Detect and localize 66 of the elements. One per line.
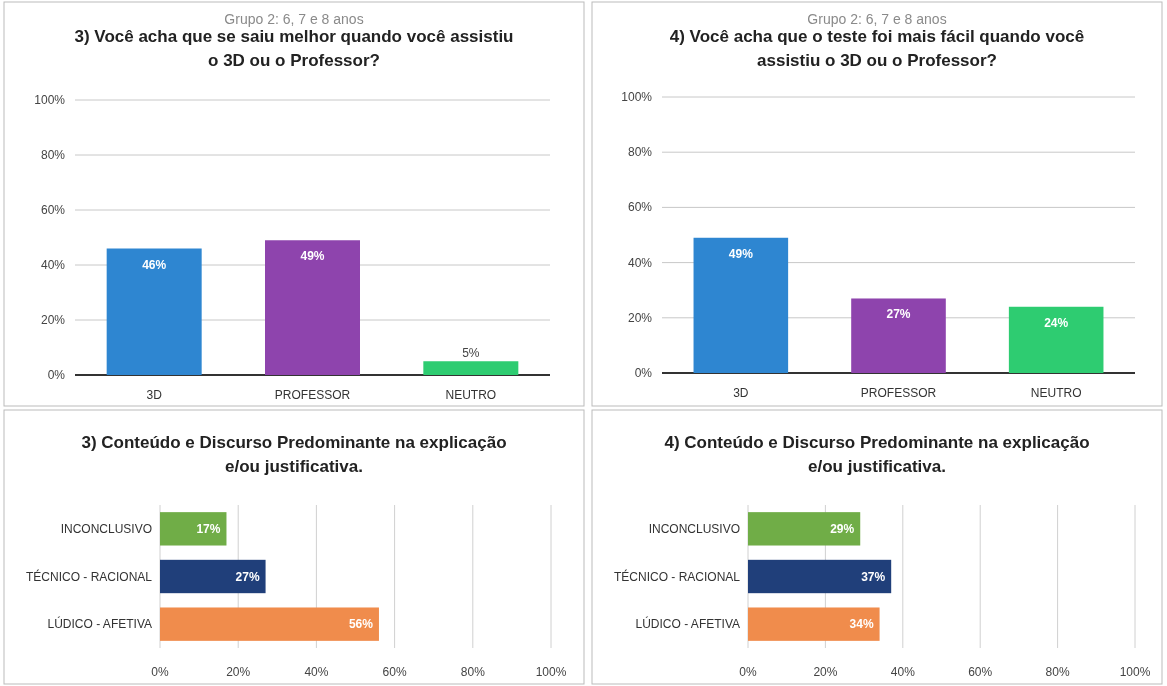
bar bbox=[851, 298, 946, 373]
x-tick-label: 3D bbox=[733, 386, 749, 400]
chart-title: 4) Você acha que o teste foi mais fácil quando você assistiu o 3D ou o Professor? bbox=[669, 27, 1085, 70]
data-label: 34% bbox=[849, 617, 874, 632]
bar bbox=[106, 248, 202, 375]
data-label: 46% bbox=[142, 257, 167, 272]
bar bbox=[265, 240, 360, 375]
x-tick-label: 40% bbox=[890, 665, 916, 679]
x-tick-label: NEUTRO bbox=[445, 388, 497, 402]
y-tick-label: INCONCLUSIVO bbox=[648, 521, 740, 536]
x-tick-label: 100% bbox=[1119, 665, 1151, 679]
bar bbox=[160, 559, 266, 594]
data-label: 49% bbox=[300, 249, 325, 264]
x-tick-label: 40% bbox=[304, 665, 329, 679]
data-label: 37% bbox=[861, 569, 886, 584]
bar bbox=[748, 559, 892, 594]
y-tick-label: 100% bbox=[621, 90, 653, 104]
y-tick-label: 20% bbox=[627, 310, 653, 325]
data-label: 27% bbox=[235, 569, 260, 584]
x-tick-label: 0% bbox=[151, 665, 169, 679]
x-tick-label: PROFESSOR bbox=[860, 386, 937, 400]
chart-title: 4) Conteúdo e Discurso Predominante na explicação e/ou justificativa. bbox=[664, 433, 1090, 476]
y-tick-label: 80% bbox=[627, 145, 653, 160]
data-label: 49% bbox=[728, 246, 754, 261]
x-tick-label: PROFESSOR bbox=[274, 388, 351, 402]
y-tick-label: 0% bbox=[47, 368, 66, 382]
bar bbox=[1008, 306, 1104, 373]
data-label: 24% bbox=[1044, 315, 1069, 330]
x-tick-label: 60% bbox=[968, 665, 993, 679]
chart-subtitle: Grupo 2: 6, 7 e 8 anos bbox=[224, 11, 364, 27]
y-tick-label: TÉCNICO - RACIONAL bbox=[613, 568, 741, 584]
y-tick-label: 40% bbox=[627, 255, 653, 270]
chart-title: 3) Conteúdo e Discurso Predominante na explicação e/ou justificativa. bbox=[81, 433, 507, 476]
y-tick-label: TÉCNICO - RACIONAL bbox=[25, 568, 153, 584]
data-label: 56% bbox=[348, 617, 374, 632]
data-label: 17% bbox=[196, 521, 221, 536]
y-tick-label: 20% bbox=[40, 313, 66, 327]
y-tick-label: 0% bbox=[634, 366, 653, 380]
data-label: 29% bbox=[830, 521, 855, 536]
bar bbox=[423, 361, 519, 375]
data-label: 5% bbox=[462, 346, 480, 361]
bar bbox=[748, 607, 880, 641]
x-tick-label: 20% bbox=[226, 665, 251, 679]
y-tick-label: LÚDICO - AFETIVA bbox=[47, 616, 152, 632]
x-tick-label: 3D bbox=[146, 388, 163, 402]
y-tick-label: 60% bbox=[40, 203, 66, 217]
x-tick-label: 60% bbox=[382, 665, 407, 679]
x-tick-label: 80% bbox=[1045, 665, 1070, 679]
y-tick-label: LÚDICO - AFETIVA bbox=[635, 616, 740, 632]
chart-subtitle: Grupo 2: 6, 7 e 8 anos bbox=[807, 11, 947, 27]
bar bbox=[748, 512, 861, 546]
bar bbox=[160, 607, 379, 641]
bar bbox=[160, 512, 227, 546]
y-tick-label: 60% bbox=[627, 200, 653, 215]
chart-title: 3) Você acha que se saiu melhor quando você assistiu o 3D ou o Professor? bbox=[74, 27, 514, 70]
y-tick-label: INCONCLUSIVO bbox=[60, 521, 152, 536]
bar bbox=[693, 237, 789, 373]
x-tick-label: 20% bbox=[813, 665, 838, 679]
x-tick-label: NEUTRO bbox=[1030, 386, 1082, 400]
y-tick-label: 80% bbox=[40, 148, 66, 162]
x-tick-label: 100% bbox=[535, 665, 567, 679]
y-tick-label: 100% bbox=[34, 93, 66, 107]
x-tick-label: 0% bbox=[739, 665, 757, 679]
x-tick-label: 80% bbox=[460, 665, 486, 679]
data-label: 27% bbox=[886, 307, 911, 322]
y-tick-label: 40% bbox=[40, 258, 66, 272]
